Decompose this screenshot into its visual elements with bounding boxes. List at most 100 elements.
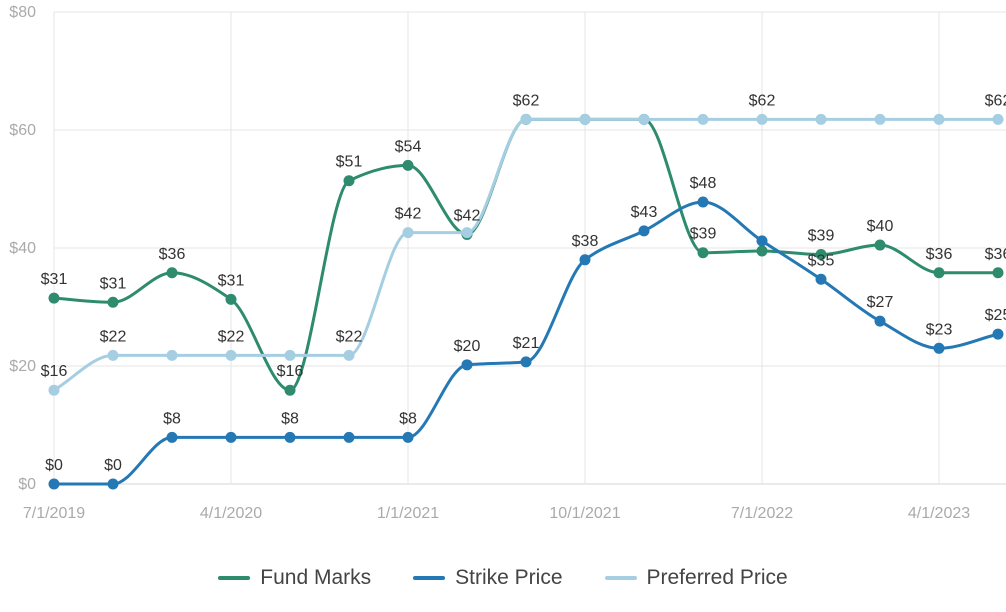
preferred-price-data-label: $42 xyxy=(395,206,422,223)
fund-marks-data-label: $36 xyxy=(159,246,186,263)
legend-swatch xyxy=(604,576,637,580)
legend-item-fund-marks[interactable]: Fund Marks xyxy=(218,566,371,590)
fund-marks-point[interactable] xyxy=(874,239,886,251)
y-tick-label: $0 xyxy=(18,476,36,493)
strike-price-point[interactable] xyxy=(48,478,60,490)
fund-marks-data-label: $51 xyxy=(336,154,363,171)
fund-marks-data-label: $31 xyxy=(100,275,127,292)
preferred-price-data-label: $22 xyxy=(336,328,363,345)
legend: Fund Marks Strike Price Preferred Price xyxy=(0,566,1006,590)
strike-price-point[interactable] xyxy=(225,431,237,443)
fund-marks-data-label: $42 xyxy=(454,207,481,224)
legend-item-preferred-price[interactable]: Preferred Price xyxy=(604,566,788,590)
strike-price-point[interactable] xyxy=(874,315,886,327)
series-layer xyxy=(48,113,1004,490)
preferred-price-point[interactable] xyxy=(461,227,473,239)
preferred-price-point[interactable] xyxy=(815,113,827,125)
preferred-price-point[interactable] xyxy=(697,113,709,125)
strike-price-data-label: $25 xyxy=(985,307,1006,324)
preferred-price-point[interactable] xyxy=(402,227,414,239)
preferred-price-data-label: $62 xyxy=(513,92,540,109)
fund-marks-data-label: $54 xyxy=(395,138,422,155)
preferred-price-point[interactable] xyxy=(284,349,296,361)
strike-price-point[interactable] xyxy=(756,235,768,247)
fund-marks-point[interactable] xyxy=(107,296,119,308)
strike-price-point[interactable] xyxy=(461,359,473,371)
strike-price-line xyxy=(52,200,1000,486)
strike-price-data-label: $20 xyxy=(454,338,481,355)
strike-price-point[interactable] xyxy=(284,431,296,443)
strike-price-point[interactable] xyxy=(697,196,709,208)
axis-labels: $0 $20 $40 $60 $80 7/1/2019 4/1/2020 1/1/2021 10… xyxy=(9,4,970,522)
fund-marks-point[interactable] xyxy=(815,248,827,260)
strike-price-data-label: $8 xyxy=(281,410,299,427)
preferred-price-point[interactable] xyxy=(992,113,1004,125)
preferred-price-point[interactable] xyxy=(520,113,532,125)
preferred-price-point[interactable] xyxy=(579,113,591,125)
strike-price-series xyxy=(48,196,1004,490)
fund-marks-point[interactable] xyxy=(756,245,768,257)
x-tick-label: 4/1/2023 xyxy=(908,505,970,522)
strike-price-point[interactable] xyxy=(992,328,1004,340)
fund-marks-point[interactable] xyxy=(225,293,237,305)
preferred-price-data-label: $22 xyxy=(100,328,127,345)
strike-price-point[interactable] xyxy=(933,342,945,354)
strike-price-point[interactable] xyxy=(579,254,591,266)
preferred-price-data-label: $62 xyxy=(749,92,776,109)
strike-price-point[interactable] xyxy=(402,431,414,443)
strike-price-point[interactable] xyxy=(343,431,355,443)
y-tick-label: $40 xyxy=(9,240,36,257)
fund-marks-point[interactable] xyxy=(284,384,296,396)
fund-marks-data-label: $31 xyxy=(41,271,68,288)
preferred-price-point[interactable] xyxy=(48,384,60,396)
fund-marks-point[interactable] xyxy=(697,247,709,259)
preferred-price-point[interactable] xyxy=(166,349,178,361)
fund-marks-point[interactable] xyxy=(933,267,945,279)
x-tick-label: 1/1/2021 xyxy=(377,505,439,522)
grid-layer xyxy=(53,11,1006,485)
fund-marks-point[interactable] xyxy=(48,292,60,304)
preferred-price-point[interactable] xyxy=(343,349,355,361)
fund-marks-point[interactable] xyxy=(343,175,355,187)
fund-marks-point[interactable] xyxy=(992,267,1004,279)
fund-marks-point[interactable] xyxy=(402,159,414,171)
fund-marks-data-label: $31 xyxy=(218,272,245,289)
fund-marks-data-label: $39 xyxy=(690,226,717,243)
line-chart: $0 $20 $40 $60 $80 7/1/2019 4/1/2020 1/1/2021 10… xyxy=(9,4,1006,522)
preferred-price-data-label: $62 xyxy=(985,92,1006,109)
strike-price-data-label: $23 xyxy=(926,321,953,338)
preferred-price-point[interactable] xyxy=(933,113,945,125)
x-tick-label: 7/1/2019 xyxy=(23,505,85,522)
strike-price-data-label: $8 xyxy=(399,410,417,427)
preferred-price-point[interactable] xyxy=(756,113,768,125)
strike-price-data-label: $27 xyxy=(867,294,894,311)
strike-price-data-label: $0 xyxy=(104,457,122,474)
preferred-price-point[interactable] xyxy=(638,113,650,125)
strike-price-point[interactable] xyxy=(107,478,119,490)
y-tick-label: $20 xyxy=(9,358,36,375)
data-labels: $31 $31 $36 $31 $16 $51 $54 $42 $39 $39 $40 $36 $36 $… xyxy=(41,92,1006,474)
preferred-price-point[interactable] xyxy=(225,349,237,361)
legend-label: Fund Marks xyxy=(260,566,372,589)
y-tick-label: $60 xyxy=(9,122,36,139)
strike-price-point[interactable] xyxy=(520,356,532,368)
strike-price-data-label: $21 xyxy=(513,335,540,352)
preferred-price-series xyxy=(48,113,1004,396)
strike-price-point[interactable] xyxy=(166,431,178,443)
fund-marks-data-label: $40 xyxy=(867,218,894,235)
strike-price-point[interactable] xyxy=(815,273,827,285)
strike-price-data-label: $48 xyxy=(690,175,717,192)
preferred-price-point[interactable] xyxy=(107,349,119,361)
strike-price-point[interactable] xyxy=(638,225,650,237)
fund-marks-data-label: $36 xyxy=(926,246,953,263)
legend-item-strike-price[interactable]: Strike Price xyxy=(413,566,563,590)
fund-marks-data-label: $39 xyxy=(808,227,835,244)
fund-marks-series xyxy=(48,113,1004,396)
y-tick-label: $80 xyxy=(9,4,36,21)
preferred-price-point[interactable] xyxy=(874,113,886,125)
fund-marks-point[interactable] xyxy=(166,267,178,279)
strike-price-data-label: $35 xyxy=(808,252,835,269)
legend-label: Preferred Price xyxy=(646,566,788,589)
legend-swatch xyxy=(413,576,446,580)
